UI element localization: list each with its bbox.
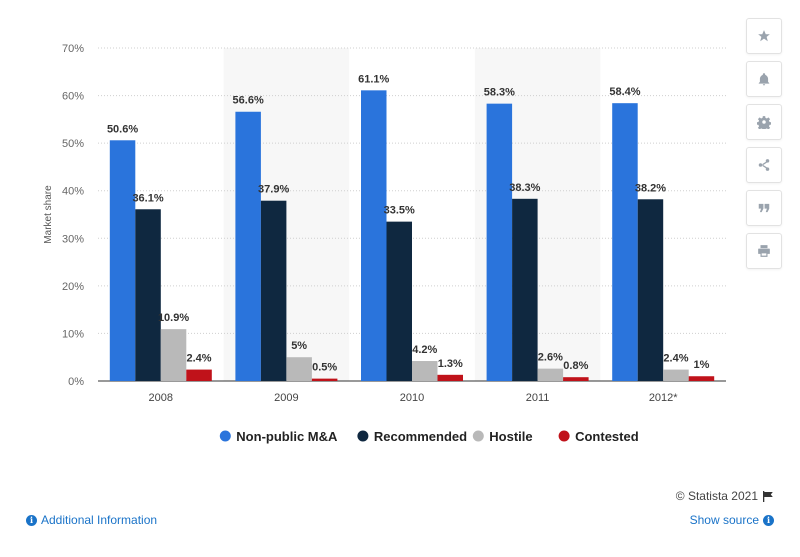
bar xyxy=(663,369,689,381)
bar xyxy=(563,377,589,381)
chart-toolbar xyxy=(746,18,782,276)
legend-label: Non-public M&A xyxy=(236,429,338,444)
x-tick-label: 2008 xyxy=(149,392,173,404)
y-axis-label: Market share xyxy=(43,185,54,244)
data-label: 50.6% xyxy=(107,123,138,135)
data-label: 36.1% xyxy=(132,192,163,204)
legend-label: Recommended xyxy=(374,429,467,444)
legend-marker xyxy=(357,430,369,442)
additional-information-label: Additional Information xyxy=(41,513,158,527)
flag-icon xyxy=(762,490,774,502)
bar xyxy=(135,209,161,381)
bar xyxy=(386,221,412,381)
legend-label: Contested xyxy=(575,429,639,444)
bell-icon xyxy=(758,73,770,86)
data-label: 61.1% xyxy=(358,73,389,85)
settings-button[interactable] xyxy=(746,104,782,140)
bar xyxy=(286,357,312,381)
data-label: 38.3% xyxy=(509,182,540,194)
x-tick-label: 2012* xyxy=(649,392,678,404)
data-label: 1.3% xyxy=(438,358,463,370)
data-label: 2.4% xyxy=(187,353,212,365)
star-icon xyxy=(758,30,770,42)
bar xyxy=(537,368,564,381)
bar xyxy=(311,378,338,381)
bar xyxy=(437,374,463,381)
quote-icon xyxy=(758,203,770,213)
print-icon xyxy=(758,245,770,257)
bar xyxy=(160,329,187,381)
data-label: 2.6% xyxy=(538,352,563,364)
gear-icon xyxy=(757,116,771,129)
data-label: 37.9% xyxy=(258,184,289,196)
statista-credit[interactable]: © Statista 2021 xyxy=(676,489,774,503)
notification-button[interactable] xyxy=(746,61,782,97)
data-label: 0.5% xyxy=(312,362,337,374)
show-source-label: Show source xyxy=(689,513,759,527)
bar xyxy=(412,361,438,381)
legend-marker xyxy=(558,430,570,442)
data-label: 0.8% xyxy=(563,360,588,372)
x-tick-label: 2011 xyxy=(526,392,550,404)
data-label: 5% xyxy=(291,340,307,352)
bar xyxy=(486,103,513,381)
bar xyxy=(637,199,664,381)
legend-marker xyxy=(472,430,484,442)
x-tick-label: 2009 xyxy=(274,392,298,404)
legend-label: Hostile xyxy=(489,429,532,444)
data-label: 56.6% xyxy=(233,95,264,107)
share-button[interactable] xyxy=(746,147,782,183)
data-label: 58.4% xyxy=(609,86,640,98)
bar xyxy=(109,140,136,381)
additional-information-link[interactable]: i Additional Information xyxy=(26,513,157,527)
data-label: 4.2% xyxy=(412,344,437,356)
data-label: 38.2% xyxy=(635,182,666,194)
credit-text: © Statista 2021 xyxy=(675,489,758,503)
cite-button[interactable] xyxy=(746,190,782,226)
data-label: 2.4% xyxy=(663,353,688,365)
favorite-button[interactable] xyxy=(746,18,782,54)
y-tick-label: 70% xyxy=(62,43,84,55)
bar xyxy=(235,111,261,381)
print-button[interactable] xyxy=(746,233,782,269)
data-label: 33.5% xyxy=(384,205,415,217)
bar xyxy=(260,200,287,381)
data-label: 10.9% xyxy=(158,312,189,324)
y-tick-label: 30% xyxy=(62,233,84,245)
info-icon: i xyxy=(763,514,774,526)
y-tick-label: 10% xyxy=(62,328,84,340)
bar xyxy=(361,90,387,382)
show-source-link[interactable]: Show source i xyxy=(690,513,774,527)
legend-marker xyxy=(219,430,231,442)
bar xyxy=(612,103,638,381)
y-tick-label: 60% xyxy=(62,91,84,103)
bar xyxy=(512,198,538,381)
data-label: 58.3% xyxy=(484,87,515,99)
info-icon: i xyxy=(26,514,37,526)
share-icon xyxy=(758,159,770,171)
bar-chart: 0% 10% 20% 30% 40% 50% 60% 70% Market share 50.6%… xyxy=(43,43,726,444)
y-tick-label: 40% xyxy=(62,186,84,198)
y-tick-label: 0% xyxy=(68,376,84,388)
y-tick-label: 20% xyxy=(62,281,84,293)
y-tick-label: 50% xyxy=(62,138,84,150)
bar xyxy=(688,376,715,381)
x-tick-label: 2010 xyxy=(400,392,424,404)
data-label: 1% xyxy=(693,359,709,371)
bar xyxy=(186,369,212,381)
